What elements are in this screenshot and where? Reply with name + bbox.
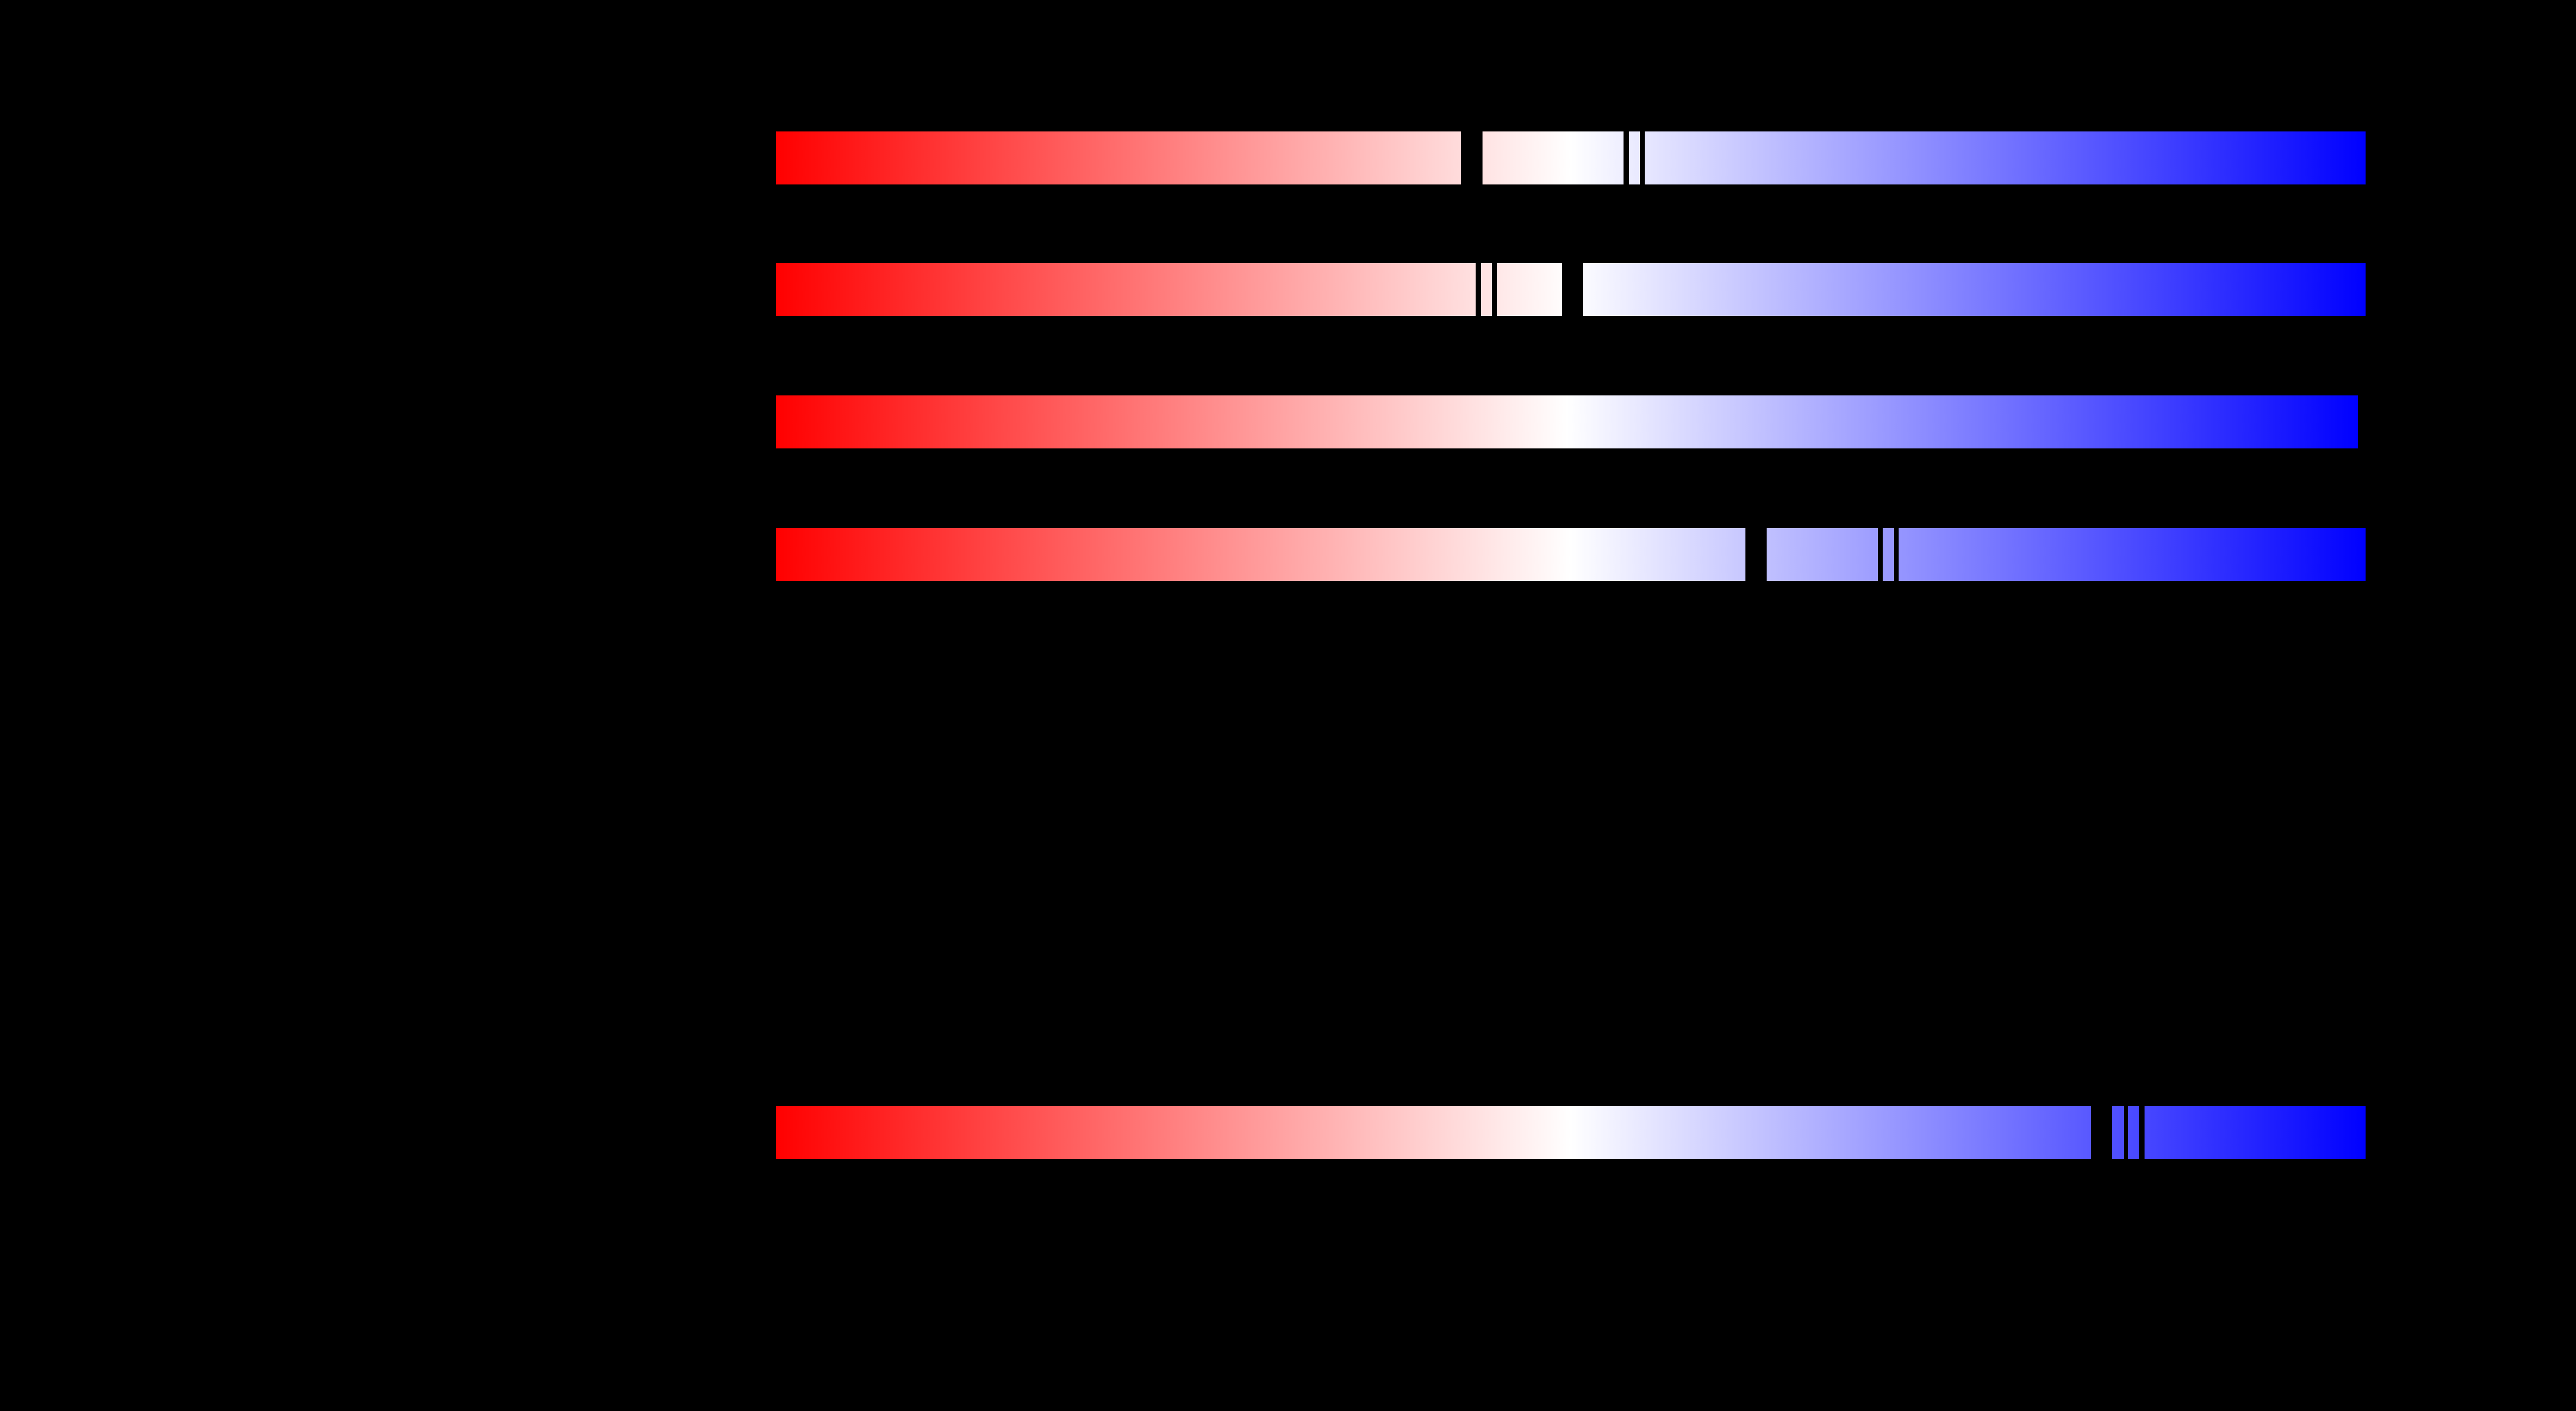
gradient-strip-1	[776, 131, 2366, 184]
value-marker-line	[1640, 131, 1645, 184]
gradient-strip-4	[776, 528, 2366, 581]
gradient-strip-3	[776, 395, 2358, 448]
value-marker-line	[1461, 131, 1483, 184]
gradient-strip-5	[776, 1106, 2366, 1159]
value-marker-line	[1878, 528, 1883, 581]
value-marker-line	[2139, 1106, 2145, 1159]
value-marker-line	[1492, 263, 1497, 316]
gradient-strip-2	[776, 263, 2366, 316]
value-marker-line	[1894, 528, 1899, 581]
value-marker-line	[2091, 1106, 2112, 1159]
value-marker-line	[1745, 528, 1767, 581]
value-marker-line	[1624, 131, 1629, 184]
value-marker-line	[2124, 1106, 2128, 1159]
value-marker-line	[1562, 263, 1583, 316]
value-marker-line	[1476, 263, 1481, 316]
